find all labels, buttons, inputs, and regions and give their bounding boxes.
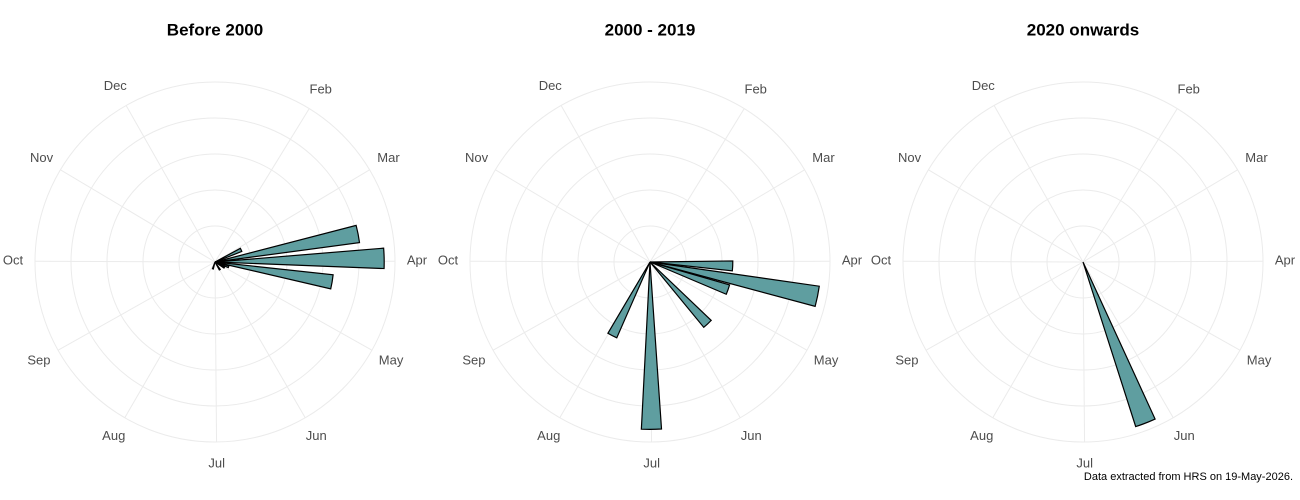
angle-tick-label: Dec [104,78,128,93]
grid-spoke [1082,108,1178,263]
grid-spoke [649,261,808,351]
bar [214,261,222,271]
grid-spoke [1082,169,1238,263]
bar [649,260,734,272]
grid-spoke [992,261,1084,419]
grid-spoke [469,260,651,263]
angle-tick-label: Nov [30,150,54,165]
grid-spoke [57,261,216,351]
grid-spoke [560,105,651,263]
angle-tick-label: May [814,352,839,367]
bar [214,247,243,263]
grid-spoke [60,169,216,263]
grid-ring [938,117,1228,407]
bar [649,261,731,296]
angle-tick-label: Sep [895,352,918,367]
grid-spoke [928,169,1084,263]
grid-spoke [125,105,216,263]
angle-tick-label: May [1247,352,1272,367]
angle-tick-label: Mar [812,150,835,165]
angle-tick-label: May [379,352,404,367]
grid-spoke [492,261,651,351]
angle-tick-label: Mar [1245,150,1268,165]
panel: 2000 - 2019 Feb Mar Apr May Jun Jul Aug Sep Oct No… [438,20,863,470]
grid-spoke [1082,261,1241,351]
angle-tick-label: Aug [970,428,993,443]
angle-tick-label: Feb [310,81,332,96]
chart-title: 2020 onwards [1027,20,1139,39]
angle-tick-label: Feb [745,81,767,96]
grid-spoke [214,261,373,351]
bar [640,261,663,430]
panel: Before 2000 Feb Mar Apr May Jun Jul Aug Sep Oct No… [3,20,428,470]
grid-spoke [1082,260,1264,263]
grid-spoke [495,169,651,263]
grid-spoke [649,261,741,419]
grid-spoke [925,261,1084,351]
angle-tick-label: Feb [1178,81,1200,96]
angle-tick-label: Jun [741,428,762,443]
grid-spoke [902,260,1084,263]
grid-spoke [993,105,1084,263]
angle-tick-label: Apr [407,253,428,268]
angle-tick-label: Jun [306,428,327,443]
grid-spoke [649,169,805,263]
grid-spoke [214,261,306,419]
grid-ring [34,81,396,443]
grid-spoke [1082,261,1086,442]
bar [214,261,226,269]
grid-spoke [1082,261,1174,419]
grid-spoke [34,260,216,263]
grid-spoke [214,261,218,442]
angle-tick-label: Sep [462,352,485,367]
bar [214,224,361,263]
grid-ring [469,81,831,443]
angle-tick-label: Oct [871,253,892,268]
angle-tick-label: Mar [377,150,400,165]
angle-tick-label: Dec [539,78,563,93]
bar [214,261,334,290]
footer: Data extracted from HRS on 19-May-2026. [1084,471,1293,483]
chart-title: 2000 - 2019 [605,20,696,39]
angle-tick-label: Jul [1076,455,1093,470]
grid-spoke [214,108,310,263]
bar [1082,261,1156,428]
angle-tick-label: Oct [3,253,24,268]
chart-title: Before 2000 [167,20,263,39]
grid-spoke [124,261,216,419]
grid-ring [902,81,1264,443]
angle-tick-label: Jun [1174,428,1195,443]
bar [607,261,651,339]
grid-spoke [214,169,370,263]
angle-tick-label: Sep [27,352,50,367]
angle-tick-label: Jul [643,455,660,470]
angle-tick-label: Aug [102,428,125,443]
grid-spoke [649,108,745,263]
angle-tick-label: Dec [972,78,996,93]
angle-tick-label: Nov [898,150,922,165]
bar [214,247,385,270]
angle-tick-label: Apr [842,253,863,268]
bar [649,261,713,329]
angle-tick-label: Jul [208,455,225,470]
angle-tick-label: Apr [1275,253,1296,268]
bar [649,261,820,308]
angle-tick-label: Oct [438,253,459,268]
angle-tick-label: Nov [465,150,489,165]
angle-tick-label: Aug [537,428,560,443]
bar [211,261,216,270]
panel: 2020 onwards Feb Mar Apr May Jun Jul Aug Sep Oct N… [871,20,1296,470]
